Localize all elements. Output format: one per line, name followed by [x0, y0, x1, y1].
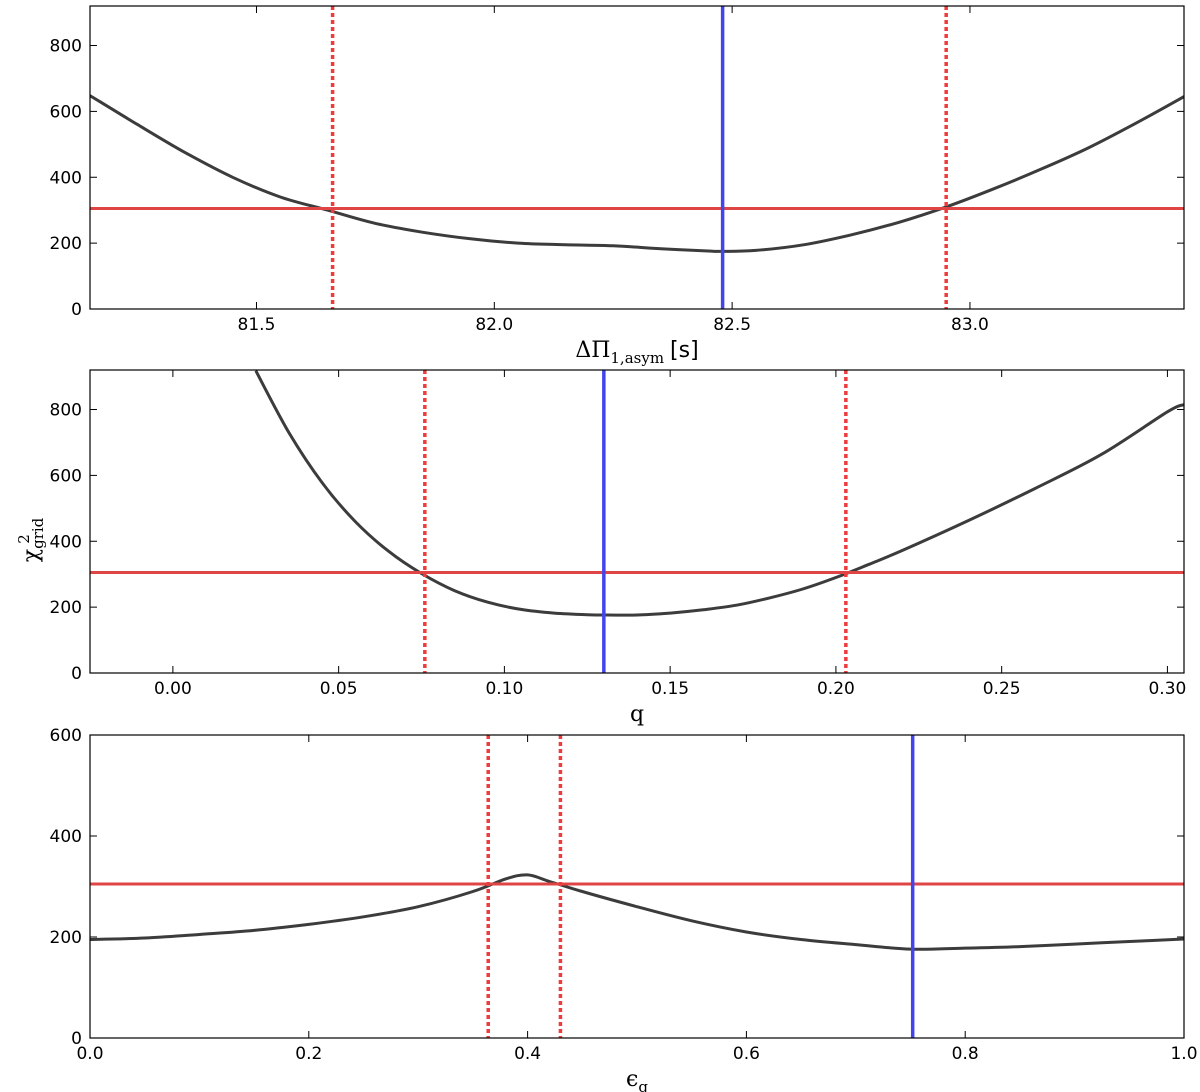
plot-area — [90, 6, 1184, 309]
x-tick-label: 82.0 — [475, 315, 513, 335]
panel-q: 0.00 0.05 0.10 0.15 0.20 0.25 0.30 0 200 400 600 80… — [50, 369, 1186, 727]
x-tick-label: 0.25 — [983, 679, 1021, 699]
y-tick-label: 0 — [71, 664, 82, 684]
x-axis-label-sub: 1,asym — [610, 349, 664, 367]
x-tick-label: 0.20 — [817, 679, 855, 699]
plot-area — [90, 370, 1184, 673]
x-axis-label-symbol: ϵ — [626, 1067, 638, 1092]
y-tick-label: 200 — [50, 598, 82, 618]
y-tick-label: 600 — [50, 466, 82, 486]
x-tick-label: 0.2 — [295, 1044, 322, 1064]
ylabel-symbol: χ — [19, 549, 44, 562]
ylabel-sub: grid — [29, 517, 47, 549]
axes-frame — [89, 5, 1185, 310]
x-axis-label-symbol: ΔΠ — [575, 338, 610, 363]
y-tick-label: 0 — [71, 300, 82, 320]
chi2-curve — [90, 873, 1184, 951]
axes-frame — [89, 369, 1185, 674]
x-tick-label: 81.5 — [238, 315, 276, 335]
x-tick-label: 1.0 — [1170, 1044, 1197, 1064]
plot-area — [90, 735, 1184, 1038]
chi2-curve — [90, 94, 1184, 253]
x-tick-label: 0.10 — [485, 679, 523, 699]
y-tick-label: 600 — [50, 726, 82, 746]
x-tick-label: 0.05 — [320, 679, 358, 699]
x-tick-label: 0.4 — [514, 1044, 541, 1064]
y-tick-label: 400 — [50, 168, 82, 188]
x-axis-label-unit: [s] — [670, 338, 699, 363]
shared-y-axis-label: χgrid2 — [15, 517, 47, 562]
axes-frame — [89, 734, 1185, 1039]
panel-epsilon-g: 0.0 0.2 0.4 0.6 0.8 1.0 0 200 400 600 ϵg — [50, 726, 1198, 1092]
x-tick-label: 0.8 — [952, 1044, 979, 1064]
x-tick-label: 0.6 — [733, 1044, 760, 1064]
chi2-curve — [254, 370, 1184, 617]
y-tick-label: 400 — [50, 827, 82, 847]
x-tick-label: 0.0 — [76, 1044, 103, 1064]
y-tick-label: 600 — [50, 102, 82, 122]
y-tick-label: 0 — [71, 1029, 82, 1049]
x-tick-label: 82.5 — [713, 315, 751, 335]
x-axis-label-sub: g — [638, 1078, 648, 1092]
x-axis-label: ϵg — [626, 1067, 648, 1092]
y-tick-label: 800 — [50, 401, 82, 421]
x-axis-label: ΔΠ1,asym [s] — [575, 338, 698, 367]
ylabel-sup: 2 — [15, 534, 33, 544]
y-tick-label: 200 — [50, 234, 82, 254]
y-tick-label: 800 — [50, 37, 82, 57]
x-tick-label: 0.00 — [154, 679, 192, 699]
x-axis-label-symbol: q — [630, 702, 644, 727]
x-tick-label: 0.30 — [1148, 679, 1186, 699]
x-tick-label: 0.15 — [651, 679, 689, 699]
x-tick-label: 83.0 — [951, 315, 989, 335]
x-axis-label: q — [630, 702, 644, 727]
panel-delta-pi: 81.5 82.0 82.5 83.0 0 200 400 600 800 ΔΠ1,asym [s] — [50, 5, 1185, 367]
y-tick-label: 200 — [50, 928, 82, 948]
y-tick-label: 400 — [50, 532, 82, 552]
